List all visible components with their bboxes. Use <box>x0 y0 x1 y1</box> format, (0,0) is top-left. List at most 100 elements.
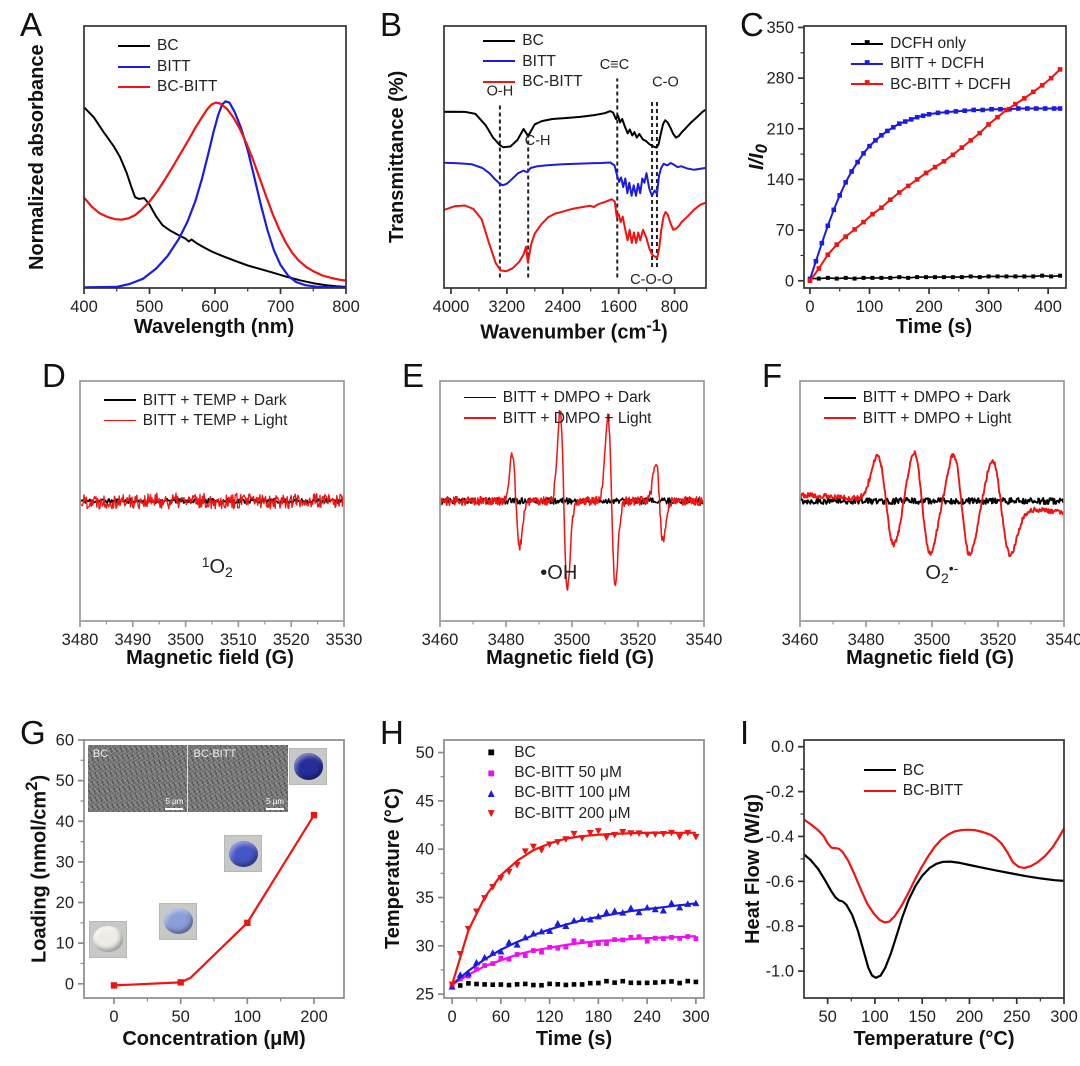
panel-e-epr-hydroxyl: E 3460 3480 3500 3520 3540 •OH BITT + DMPO + D… <box>360 345 723 710</box>
legend-label: BITT + TEMP + Dark <box>142 391 287 409</box>
x-axis-label-f: Magnetic field (G) <box>846 647 1014 669</box>
svg-text:C≡C: C≡C <box>600 57 629 73</box>
svg-text:0: 0 <box>448 1008 457 1026</box>
svg-text:3200: 3200 <box>489 298 526 316</box>
legend-swatch-icon <box>823 412 856 424</box>
sem-label-bc: BC <box>92 748 109 761</box>
plot-area-b: 4000 3200 2400 1600 800 O-H C-H C≡C C-O C-O-O BC BI… <box>433 25 707 316</box>
legend-swatch-icon <box>483 55 516 67</box>
legend: ■ BC ■ BC-BITT 50 μM ▲ BC-BITT 100 μM ▼ BC-BITT… <box>475 743 630 824</box>
svg-text:800: 800 <box>661 298 689 316</box>
x-axis-label-a: Wavelength (nm) <box>133 316 295 338</box>
svg-text:50: 50 <box>818 1008 836 1026</box>
plot-area-g: BC 5 μm BC-BITT 5 μm 0 50 100 200 0 10 20 30 40 5… <box>56 732 345 1026</box>
svg-text:45: 45 <box>416 792 434 810</box>
legend-item: BC-BITT <box>483 72 583 91</box>
y-axis-label-c: I/I0 <box>746 144 771 170</box>
y-axis-label-a: Normalized absorbance <box>26 44 48 270</box>
legend-label: BITT + DMPO + Light <box>862 409 1012 427</box>
svg-text:300: 300 <box>682 1008 710 1026</box>
panel-c-dcfh: C I/I0 0 100 200 300 400 0 70 140 210 280 350 ■ DCFH… <box>720 0 1080 345</box>
svg-text:350: 350 <box>766 19 794 37</box>
svg-text:20: 20 <box>56 894 74 912</box>
legend-swatch-icon: ▼ <box>485 806 498 821</box>
svg-text:250: 250 <box>1003 1008 1031 1026</box>
legend-item: BITT + TEMP + Dark <box>103 391 288 410</box>
svg-text:35: 35 <box>416 889 434 907</box>
sem-image-bc-bitt: BC-BITT 5 μm <box>187 745 289 813</box>
svg-text:3480: 3480 <box>848 631 885 649</box>
svg-text:3480: 3480 <box>62 631 99 649</box>
legend-swatch-icon <box>103 394 136 406</box>
legend-item: BC <box>118 36 217 55</box>
legend-swatch-icon <box>103 415 136 427</box>
svg-text:3520: 3520 <box>273 631 310 649</box>
legend-item: ■ BC-BITT + DCFH <box>851 75 1011 94</box>
svg-text:70: 70 <box>776 222 794 240</box>
svg-text:150: 150 <box>908 1008 936 1026</box>
hydrogel-disc-200um <box>293 752 324 780</box>
legend-label: BITT + DMPO + Dark <box>862 389 1011 407</box>
legend-item: ▼ BC-BITT 200 μM <box>475 804 630 823</box>
svg-text:3490: 3490 <box>114 631 151 649</box>
legend-item: ▲ BC-BITT 100 μM <box>475 783 630 802</box>
svg-text:0: 0 <box>785 272 794 290</box>
legend: BC BITT BC-BITT <box>483 31 583 91</box>
legend-label: BITT + DMPO + Light <box>502 409 652 427</box>
svg-text:0: 0 <box>109 1008 118 1026</box>
svg-text:210: 210 <box>766 120 794 138</box>
svg-text:800: 800 <box>332 298 360 316</box>
svg-text:50: 50 <box>56 772 74 790</box>
legend-item: BC <box>863 761 963 780</box>
y-axis-label-b: Transmittance (%) <box>386 70 408 244</box>
legend-item: BITT <box>483 52 582 71</box>
y-axis-label-h: Temperature (°C) <box>382 788 404 950</box>
legend-swatch-icon <box>483 35 516 47</box>
panel-b-ftir: B Transmittance (%) 4000 3200 2400 1600 800 O… <box>360 0 720 345</box>
svg-text:2400: 2400 <box>544 298 581 316</box>
svg-text:-0.4: -0.4 <box>766 828 794 846</box>
plot-area-i: 50 100 150 200 250 300 0.0 -0.2 -0.4 -0.6 -0.8 -1.0… <box>766 738 1078 1026</box>
svg-text:C-O: C-O <box>652 74 679 90</box>
legend: BITT + DMPO + Dark BITT + DMPO + Light <box>823 388 1012 428</box>
x-axis-label-b: Wavenumber (cm-1) <box>480 316 668 344</box>
svg-text:280: 280 <box>766 70 794 88</box>
svg-text:60: 60 <box>56 732 74 750</box>
svg-text:•OH: •OH <box>540 562 577 584</box>
hydrogel-photo-100um <box>224 835 263 873</box>
svg-text:50: 50 <box>416 744 434 762</box>
legend: BITT + DMPO + Dark BITT + DMPO + Light <box>463 388 652 428</box>
svg-text:500: 500 <box>136 298 164 316</box>
svg-text:-1.0: -1.0 <box>766 963 794 981</box>
x-axis-label-e: Magnetic field (G) <box>486 647 654 669</box>
svg-text:30: 30 <box>416 937 434 955</box>
svg-text:200: 200 <box>956 1008 984 1026</box>
svg-text:1600: 1600 <box>600 298 637 316</box>
svg-text:40: 40 <box>56 813 74 831</box>
legend-label: BC-BITT <box>522 72 583 90</box>
legend-swatch-icon: ■ <box>851 37 884 50</box>
legend-swatch-icon <box>118 61 151 73</box>
plot-area-d: 3480 3490 3500 3510 3520 3530 1O2 BITT + TEMP +… <box>62 380 362 649</box>
legend-swatch-icon <box>118 40 151 52</box>
svg-text:0: 0 <box>65 975 74 993</box>
svg-text:1O2: 1O2 <box>202 554 233 580</box>
svg-text:C-O-O: C-O-O <box>630 272 673 288</box>
svg-text:10: 10 <box>56 935 74 953</box>
svg-text:3540: 3540 <box>686 631 723 649</box>
x-axis-label-c: Time (s) <box>895 316 973 338</box>
svg-text:200: 200 <box>300 1008 328 1026</box>
legend-item: ■ BITT + DCFH <box>851 54 1011 73</box>
svg-text:400: 400 <box>70 298 98 316</box>
panel-letter-e: E <box>402 357 425 394</box>
svg-text:100: 100 <box>856 298 884 316</box>
svg-text:300: 300 <box>1050 1008 1078 1026</box>
svg-text:0.0: 0.0 <box>771 738 794 756</box>
legend-swatch-icon <box>863 785 896 797</box>
plot-area-h: 0 60 120 180 240 300 25 30 35 40 45 50 ■ BC ■ BC-BITT 5… <box>416 739 710 1026</box>
svg-text:180: 180 <box>585 1008 613 1026</box>
legend-label: BC <box>522 32 544 50</box>
svg-text:25: 25 <box>416 986 434 1004</box>
svg-text:3520: 3520 <box>980 631 1017 649</box>
hydrogel-photo-0um <box>89 920 128 958</box>
